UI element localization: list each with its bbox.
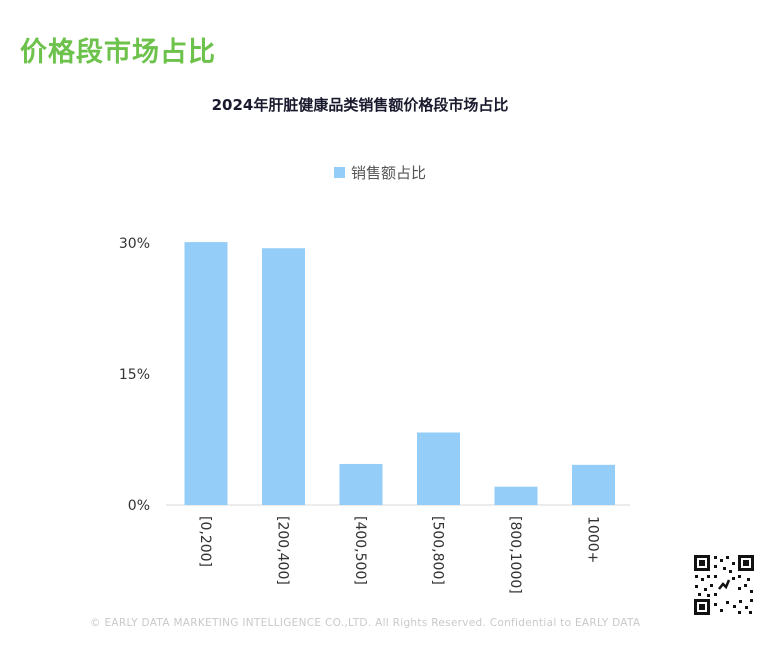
- x-tick-label: 1000+: [585, 516, 601, 563]
- bar: [494, 486, 538, 505]
- bars: [184, 242, 615, 506]
- bar: [262, 248, 305, 506]
- bar: [339, 463, 383, 505]
- x-tick-label: [200,400]: [275, 516, 291, 585]
- x-tick-label: [0,200]: [197, 516, 213, 567]
- bar: [417, 432, 460, 505]
- legend: 销售额占比: [334, 162, 426, 183]
- chart-title: 2024年肝脏健康品类销售额价格段市场占比: [211, 96, 509, 114]
- y-tick-label: 30%: [119, 236, 150, 252]
- legend-swatch: [334, 167, 345, 178]
- bar: [572, 464, 615, 505]
- x-tick-label: [500,800]: [430, 516, 446, 585]
- section-title: 价格段市场占比: [20, 37, 216, 68]
- x-tick-label: [400,500]: [352, 516, 368, 585]
- x-tick-label: [800,1000]: [507, 516, 523, 594]
- qr-code-icon: [692, 553, 756, 617]
- y-tick-label: 0%: [128, 498, 150, 514]
- x-axis-labels: [0,200] [200,400] [400,500] [500,800] [800,1…: [197, 516, 601, 594]
- bar: [184, 242, 228, 506]
- legend-label: 销售额占比: [351, 164, 427, 182]
- y-tick-label: 15%: [119, 367, 150, 383]
- y-axis-ticks: 0% 15% 30%: [119, 236, 150, 514]
- footer-copyright: © EARLY DATA MARKETING INTELLIGENCE CO.,…: [90, 617, 641, 629]
